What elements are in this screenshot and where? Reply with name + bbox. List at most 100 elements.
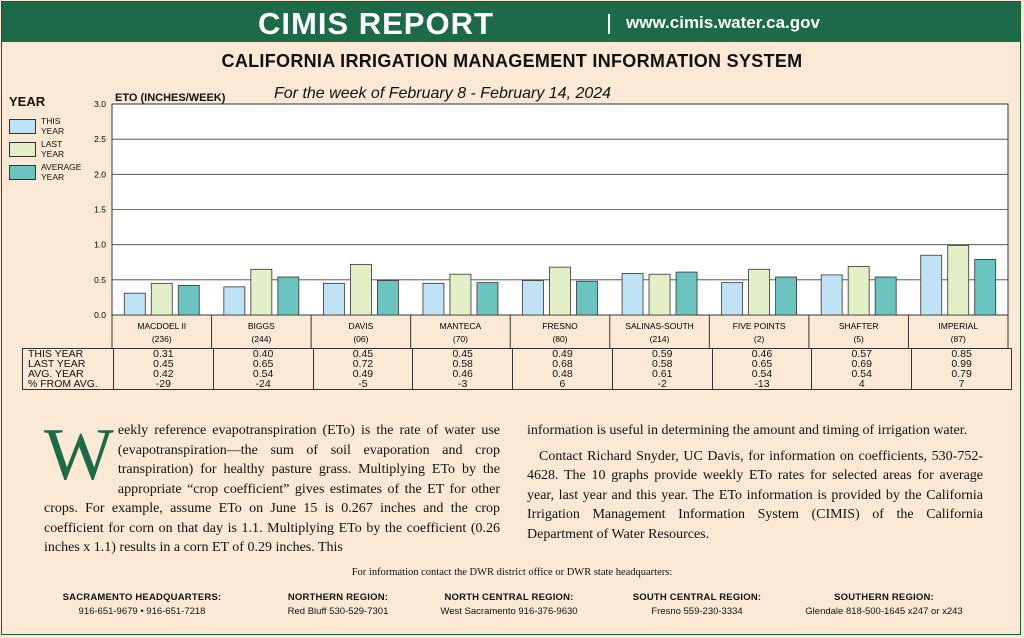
bar — [820, 274, 843, 316]
bar — [349, 263, 372, 316]
table-cell: 0.65 — [252, 358, 274, 370]
table-column: 0.40 0.65 0.54 -24 — [212, 348, 314, 390]
bar — [449, 273, 472, 316]
legend-item-last-year: LAST YEAR — [9, 139, 109, 163]
y-tick-label: 0.0 — [94, 310, 106, 320]
bar — [847, 266, 870, 316]
bar — [947, 244, 970, 316]
paragraph-eto-intro: eekly reference evapotranspiration (ETo)… — [44, 423, 500, 555]
header-separator — [608, 14, 610, 34]
bar — [522, 280, 544, 316]
table-cell: 0.46 — [452, 368, 473, 380]
x-tick-code: (214) — [650, 334, 670, 344]
table-cell: 0.65 — [751, 358, 773, 370]
y-tick-label: 1.5 — [94, 205, 106, 215]
bar — [376, 280, 399, 316]
table-cell: 0.59 — [651, 348, 673, 360]
table-cell: 0.58 — [651, 358, 673, 370]
region-name: SACRAMENTO HEADQUARTERS: — [62, 592, 222, 603]
bar — [648, 273, 671, 316]
text-column-right: information is useful in determining the… — [527, 421, 983, 544]
y-tick-label: 2.0 — [94, 169, 106, 179]
table-cell: 0.45 — [352, 348, 374, 360]
x-tick-code: (2) — [754, 334, 765, 344]
table-cell: 0.69 — [851, 358, 872, 370]
region-phone: West Sacramento 916-376-9630 — [440, 606, 578, 617]
y-axis-label: ETO (INCHES/WEEK) — [115, 92, 226, 104]
table-column: 0.49 0.68 0.48 6 — [512, 348, 613, 390]
legend-item-this-year: THIS YEAR — [9, 116, 109, 140]
table-cell: 0.79 — [951, 368, 972, 380]
bar — [476, 282, 499, 316]
table-cell: 0.54 — [751, 368, 773, 380]
x-tick-code: (87) — [951, 334, 966, 344]
region-phone: Glendale 818-500-1645 x247 or x243 — [805, 606, 963, 617]
table-cell: -29 — [155, 378, 171, 390]
table-cell: 0.46 — [751, 348, 773, 360]
region-southern: SOUTHERN REGION: Glendale 818-500-1645 x… — [786, 592, 982, 617]
table-cell: 4 — [858, 378, 865, 390]
y-tick-label: 0.5 — [94, 275, 106, 285]
legend-label-average-year: AVERAGE YEAR — [41, 162, 82, 182]
table-cell: 0.72 — [352, 358, 374, 370]
x-tick-label: FRESNO — [542, 321, 578, 331]
table-column: 0.57 0.69 0.54 4 — [811, 348, 912, 390]
region-phone: Red Bluff 530-529-7301 — [287, 606, 389, 617]
row-label-pct-from-avg: % FROM AVG. — [28, 378, 98, 390]
table-column: 0.85 0.99 0.79 7 — [911, 348, 1012, 390]
table-cell: 0.42 — [153, 368, 174, 380]
table-cell: 0.49 — [552, 348, 573, 360]
table-cell: 0.68 — [552, 358, 573, 370]
x-tick-label: SHAFTER — [839, 321, 879, 331]
table-column: 0.31 0.45 0.42 -29 — [113, 348, 214, 390]
x-tick-label: IMPERIAL — [938, 321, 978, 331]
system-name: CALIFORNIA IRRIGATION MANAGEMENT INFORMA… — [221, 51, 803, 71]
x-tick-label: MANTECA — [440, 321, 482, 331]
report-title: CIMIS REPORT — [258, 6, 494, 41]
x-tick-code: (80) — [552, 334, 567, 344]
region-phone: Fresno 559-230-3334 — [651, 606, 743, 617]
bar — [748, 268, 771, 316]
table-cell: 0.31 — [153, 348, 174, 360]
table-row-labels: THIS YEAR LAST YEAR AVG. YEAR % FROM AVG… — [22, 348, 114, 390]
bar — [250, 268, 273, 316]
y-tick-label: 1.0 — [94, 240, 106, 250]
table-column: 0.45 0.72 0.49 -5 — [312, 348, 413, 390]
table-cell: 6 — [559, 378, 566, 390]
table-column: 0.59 0.58 0.61 -2 — [611, 348, 713, 390]
table-cell: -13 — [754, 378, 770, 390]
drop-cap: W — [44, 414, 114, 496]
row-label-last-year: LAST YEAR — [28, 358, 86, 370]
bar — [621, 273, 644, 316]
legend-title: YEAR — [9, 94, 46, 109]
bar — [974, 259, 997, 316]
region-sacramento-hq: SACRAMENTO HEADQUARTERS: 916-651-9679 • … — [42, 592, 242, 617]
table-cell: -5 — [358, 378, 368, 390]
legend-swatch-this-year — [9, 119, 36, 134]
contact-line: For information contact the DWR district… — [351, 567, 673, 578]
table-cell: 0.54 — [851, 368, 872, 380]
x-tick-code: (70) — [453, 334, 468, 344]
bar — [920, 254, 943, 316]
region-north-central: NORTH CENTRAL REGION: West Sacramento 91… — [420, 592, 598, 617]
x-tick-label: SALINAS-SOUTH — [625, 321, 694, 331]
region-name: NORTHERN REGION: — [287, 592, 389, 603]
bar — [150, 282, 173, 316]
x-tick-code: (236) — [152, 334, 172, 344]
table-cell: 7 — [958, 378, 965, 390]
region-name: SOUTH CENTRAL REGION: — [632, 592, 762, 603]
table-cell: -2 — [657, 378, 667, 390]
region-south-central: SOUTH CENTRAL REGION: Fresno 559-230-333… — [612, 592, 782, 617]
row-label-this-year: THIS YEAR — [28, 348, 84, 360]
row-label-avg-year: AVG. YEAR — [28, 368, 84, 380]
table-cell: 0.48 — [552, 368, 573, 380]
legend-label-last-year: LAST YEAR — [41, 139, 65, 159]
week-label: For the week of February 8 - February 14… — [274, 85, 612, 102]
x-tick-label: BIGGS — [248, 321, 275, 331]
bar — [549, 266, 571, 316]
bar — [721, 282, 744, 316]
x-tick-code: (06) — [353, 334, 368, 344]
bar — [322, 282, 345, 316]
website-link[interactable]: www.cimis.water.ca.gov — [626, 13, 821, 32]
